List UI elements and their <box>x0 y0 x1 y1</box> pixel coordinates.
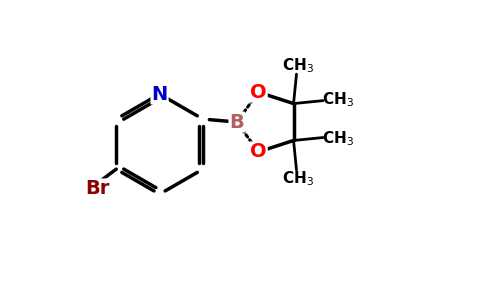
Text: CH$_3$: CH$_3$ <box>282 56 314 75</box>
Text: CH$_3$: CH$_3$ <box>282 169 314 188</box>
Text: Br: Br <box>85 179 109 198</box>
Text: O: O <box>250 83 267 102</box>
Text: O: O <box>250 142 267 161</box>
Text: CH$_3$: CH$_3$ <box>322 90 354 109</box>
Text: N: N <box>151 85 167 104</box>
Text: CH$_3$: CH$_3$ <box>322 130 354 148</box>
Text: B: B <box>229 112 244 131</box>
